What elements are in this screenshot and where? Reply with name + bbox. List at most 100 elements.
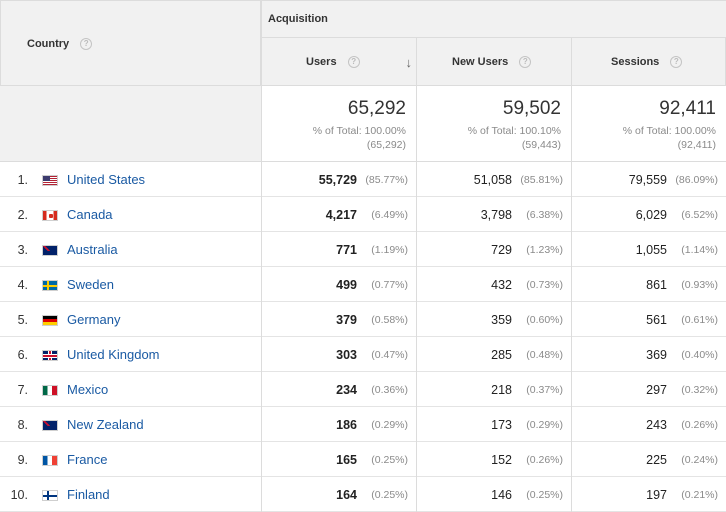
country-link[interactable]: Finland: [67, 487, 110, 502]
users-cell: 303 (0.47%): [261, 337, 416, 372]
new-users-total-pct: % of Total: 100.10%: [467, 125, 561, 137]
sessions-value: 369: [646, 348, 667, 362]
table-row: 8. New Zealand 186 (0.29%) 173 (0.29%) 2…: [0, 407, 726, 442]
new-users-pct: (85.81%): [520, 174, 563, 186]
new-users-pct: (0.26%): [526, 454, 563, 466]
sessions-pct: (0.26%): [681, 419, 718, 431]
sessions-value: 561: [646, 313, 667, 327]
new-users-value: 432: [491, 278, 512, 292]
new-users-cell: 173 (0.29%): [416, 407, 571, 442]
sessions-cell: 561 (0.61%): [571, 302, 726, 337]
se-flag-icon: [42, 280, 58, 291]
country-link[interactable]: Germany: [67, 312, 121, 327]
sessions-value: 297: [646, 383, 667, 397]
country-column-header[interactable]: Country ?: [0, 0, 261, 86]
users-value: 186: [336, 418, 357, 432]
users-value: 771: [336, 243, 357, 257]
new-users-cell: 152 (0.26%): [416, 442, 571, 477]
country-header-label: Country: [27, 38, 70, 50]
users-pct: (0.58%): [371, 314, 408, 326]
new-users-value: 3,798: [480, 208, 512, 222]
new-users-value: 173: [491, 418, 512, 432]
new-users-value: 152: [491, 453, 512, 467]
users-pct: (0.47%): [371, 349, 408, 361]
country-cell: 1. United States: [0, 162, 261, 197]
users-value: 379: [336, 313, 357, 327]
row-index: 4.: [17, 278, 28, 292]
new-users-cell: 218 (0.37%): [416, 372, 571, 407]
sessions-cell: 243 (0.26%): [571, 407, 726, 442]
users-cell: 164 (0.25%): [261, 477, 416, 512]
new-users-value: 729: [491, 243, 512, 257]
sessions-total-pct: % of Total: 100.00%: [622, 125, 716, 137]
new-users-value: 146: [491, 488, 512, 502]
sessions-pct: (0.40%): [681, 349, 718, 361]
users-total-value: 65,292: [347, 98, 406, 119]
new-users-cell: 432 (0.73%): [416, 267, 571, 302]
table-row: 4. Sweden 499 (0.77%) 432 (0.73%) 861 (0…: [0, 267, 726, 302]
totals-country-cell: [0, 86, 261, 162]
gb-flag-icon: [42, 350, 58, 361]
sort-descending-icon[interactable]: ↓: [405, 55, 413, 70]
users-cell: 771 (1.19%): [261, 232, 416, 267]
country-link[interactable]: United States: [67, 172, 146, 187]
new-users-cell: 3,798 (6.38%): [416, 197, 571, 232]
country-link[interactable]: Canada: [67, 207, 113, 222]
de-flag-icon: [42, 315, 58, 326]
table-row: 6. United Kingdom 303 (0.47%) 285 (0.48%…: [0, 337, 726, 372]
us-flag-icon: [42, 175, 58, 186]
sessions-pct: (1.14%): [681, 244, 718, 256]
row-index: 3.: [17, 243, 28, 257]
country-link[interactable]: Australia: [67, 242, 118, 257]
users-cell: 55,729 (85.77%): [261, 162, 416, 197]
fi-flag-icon: [42, 490, 58, 501]
sessions-total-value: 92,411: [659, 98, 716, 119]
table-row: 5. Germany 379 (0.58%) 359 (0.60%) 561 (…: [0, 302, 726, 337]
help-icon[interactable]: ?: [519, 56, 532, 69]
country-link[interactable]: United Kingdom: [67, 347, 160, 362]
country-link[interactable]: Sweden: [67, 277, 114, 292]
new-users-total-value: 59,502: [502, 98, 561, 119]
country-cell: 3. Australia: [0, 232, 261, 267]
users-pct: (1.19%): [371, 244, 408, 256]
country-link[interactable]: New Zealand: [67, 417, 144, 432]
sessions-pct: (0.61%): [681, 314, 718, 326]
help-icon[interactable]: ?: [80, 38, 93, 51]
users-pct: (0.25%): [371, 489, 408, 501]
new-users-value: 218: [491, 383, 512, 397]
row-index: 9.: [17, 453, 28, 467]
users-column-header[interactable]: Users ? ↓: [261, 38, 416, 86]
row-index: 7.: [17, 383, 28, 397]
new-users-cell: 285 (0.48%): [416, 337, 571, 372]
table-row: 7. Mexico 234 (0.36%) 218 (0.37%) 297 (0…: [0, 372, 726, 407]
sessions-value: 6,029: [635, 208, 667, 222]
new-users-pct: (0.25%): [526, 489, 563, 501]
sessions-cell: 225 (0.24%): [571, 442, 726, 477]
new-users-value: 51,058: [473, 173, 512, 187]
help-icon[interactable]: ?: [670, 56, 683, 69]
table-row: 3. Australia 771 (1.19%) 729 (1.23%) 1,0…: [0, 232, 726, 267]
nz-flag-icon: [42, 420, 58, 431]
users-pct: (85.77%): [365, 174, 408, 186]
users-total-abs: (65,292): [366, 139, 406, 151]
users-pct: (6.49%): [371, 209, 408, 221]
row-index: 8.: [17, 418, 28, 432]
country-cell: 4. Sweden: [0, 267, 261, 302]
help-icon[interactable]: ?: [347, 56, 360, 69]
users-value: 234: [336, 383, 357, 397]
new-users-value: 359: [491, 313, 512, 327]
acquisition-group-header: Acquisition: [261, 0, 726, 38]
sessions-cell: 6,029 (6.52%): [571, 197, 726, 232]
sessions-cell: 369 (0.40%): [571, 337, 726, 372]
table-row: 2. Canada 4,217 (6.49%) 3,798 (6.38%) 6,…: [0, 197, 726, 232]
country-link[interactable]: Mexico: [67, 382, 109, 397]
sessions-pct: (6.52%): [681, 209, 718, 221]
country-cell: 5. Germany: [0, 302, 261, 337]
country-link[interactable]: France: [67, 452, 108, 467]
users-cell: 234 (0.36%): [261, 372, 416, 407]
row-index: 5.: [17, 313, 28, 327]
new-users-column-header[interactable]: New Users ?: [416, 38, 571, 86]
sessions-pct: (86.09%): [675, 174, 718, 186]
sessions-column-header[interactable]: Sessions ?: [571, 38, 726, 86]
ca-flag-icon: [42, 210, 58, 221]
